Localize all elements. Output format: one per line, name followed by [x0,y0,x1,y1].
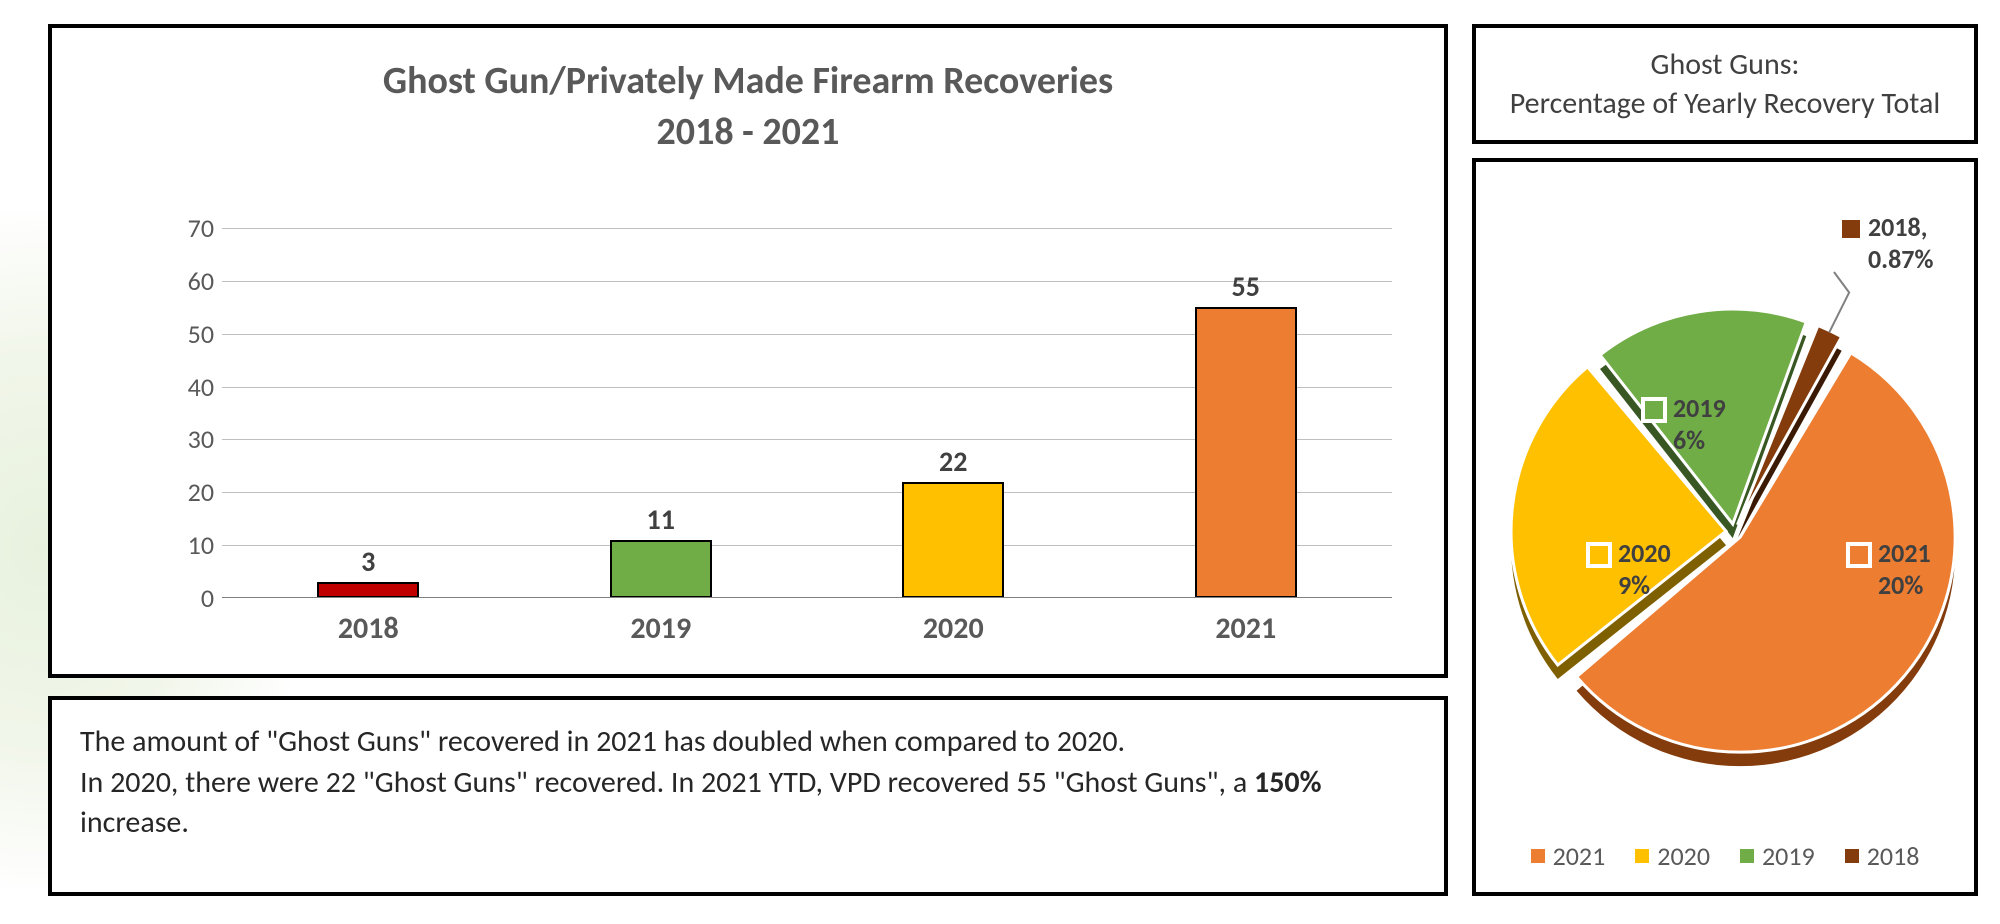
y-tick-label: 50 [188,318,214,350]
legend-item-2020: 2020 [1635,840,1710,872]
pie-title-line1: Ghost Guns: [1651,46,1800,83]
x-label-2020: 2020 [923,610,984,647]
bar-value-label: 3 [361,544,375,579]
legend-item-2018: 2018 [1845,840,1920,872]
x-label-2019: 2019 [630,610,691,647]
bar-chart-title: Ghost Gun/Privately Made Firearm Recover… [52,56,1444,159]
caption-panel: The amount of "Ghost Guns" recovered in … [48,696,1448,896]
svg-text:2019: 2019 [1673,392,1726,424]
bar-2021: 55 [1195,307,1297,598]
caption-p2-before: In 2020, there were 22 "Ghost Guns" reco… [80,764,1254,801]
svg-text:2021: 2021 [1878,537,1931,569]
y-tick-label: 40 [188,371,214,403]
x-label-2018: 2018 [338,610,399,647]
y-tick-label: 0 [201,582,214,614]
legend-item-2019: 2019 [1740,840,1815,872]
y-tick-label: 70 [188,212,214,244]
slice-label-2018: 2018,0.87% [1842,211,1933,275]
legend-label: 2019 [1762,840,1815,872]
svg-text:0.87%: 0.87% [1868,243,1933,275]
legend-label: 2018 [1867,840,1920,872]
x-label-2021: 2021 [1215,610,1276,647]
legend-label: 2021 [1553,840,1606,872]
pie-svg: 202120% 20209% 20196% 2018,0.87% [1476,172,1982,812]
legend-label: 2020 [1657,840,1710,872]
svg-text:9%: 9% [1618,569,1650,601]
bar-plot-area: 010203040506070 3112255 [162,228,1392,598]
bars-container: 3 11 22 55 [222,228,1392,598]
x-axis-line [222,597,1392,598]
y-tick-label: 10 [188,529,214,561]
bar-value-label: 11 [647,502,675,537]
bar-value-label: 22 [939,444,967,479]
caption-p1: The amount of "Ghost Guns" recovered in … [80,723,1125,760]
pie-legend: 2021 2020 2019 2018 [1476,840,1974,872]
y-tick-label: 60 [188,265,214,297]
bar-title-line2: 2018 - 2021 [657,109,840,155]
pie-chart-panel: 202120%20209%20196%2018,0.87% 2021202020… [1472,158,1978,896]
svg-text:6%: 6% [1673,424,1705,456]
bar-2018: 3 [317,582,419,598]
pie-title-panel: Ghost Guns: Percentage of Yearly Recover… [1472,24,1978,144]
legend-swatch [1740,849,1754,863]
caption-text: The amount of "Ghost Guns" recovered in … [80,722,1416,844]
svg-text:20%: 20% [1878,569,1923,601]
svg-text:2018,: 2018, [1868,211,1927,243]
legend-swatch [1845,849,1859,863]
pie-svg-wrap: 202120% 20209% 20196% 2018,0.87% [1476,172,1974,812]
caption-p2-bold: 150% [1254,764,1322,801]
bar-2019: 11 [610,540,712,598]
bar-2020: 22 [902,482,1004,598]
bar-value-label: 55 [1232,269,1260,304]
legend-swatch [1531,849,1545,863]
callout-leader-2018 [1829,272,1849,333]
x-axis-labels: 2018 2019 2020 2021 [222,610,1392,660]
pie-chart-title: Ghost Guns: Percentage of Yearly Recover… [1510,45,1940,123]
legend-item-2021: 2021 [1531,840,1606,872]
svg-text:2020: 2020 [1618,537,1671,569]
bar-title-line1: Ghost Gun/Privately Made Firearm Recover… [383,58,1113,104]
y-tick-label: 20 [188,476,214,508]
y-axis: 010203040506070 [162,228,222,598]
y-tick-label: 30 [188,423,214,455]
bar-chart-panel: Ghost Gun/Privately Made Firearm Recover… [48,24,1448,678]
legend-swatch [1635,849,1649,863]
caption-p2-after: increase. [80,804,189,841]
pie-title-line2: Percentage of Yearly Recovery Total [1510,85,1940,122]
